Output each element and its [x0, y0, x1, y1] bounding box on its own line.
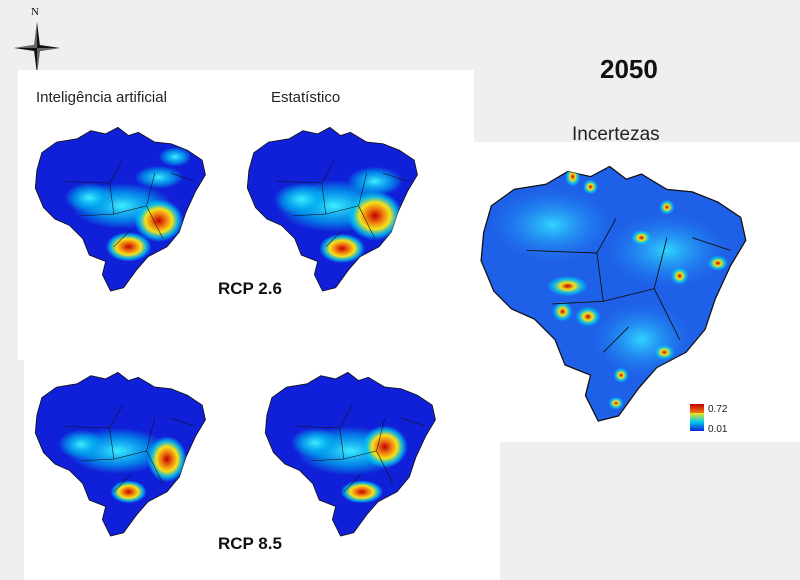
map-statistical-rcp26 [246, 126, 418, 292]
compass-rose-icon [14, 22, 60, 74]
compass: N [4, 4, 60, 76]
legend-swatch-mid [690, 413, 704, 422]
map-ai-rcp26 [34, 126, 206, 292]
legend-swatch-low [690, 422, 704, 431]
legend-max-value: 0.72 [708, 404, 728, 415]
scenario-label-rcp26: RCP 2.6 [218, 279, 282, 298]
legend-min-value: 0.01 [708, 424, 728, 435]
column-label-statistical: Estatístico [271, 89, 341, 106]
scenario-label-rcp85: RCP 8.5 [218, 534, 282, 553]
north-label: N [31, 6, 39, 18]
legend-swatch-high [690, 404, 704, 413]
uncertainty-title: Incertezas [572, 124, 660, 145]
map-uncertainty [480, 165, 747, 422]
map-statistical-rcp85 [264, 371, 436, 537]
year-title: 2050 [600, 54, 658, 84]
map-ai-rcp85 [34, 371, 206, 537]
uncertainty-legend: 0.72 0.01 [690, 404, 750, 436]
column-label-ai: Inteligência artificial [36, 89, 167, 106]
